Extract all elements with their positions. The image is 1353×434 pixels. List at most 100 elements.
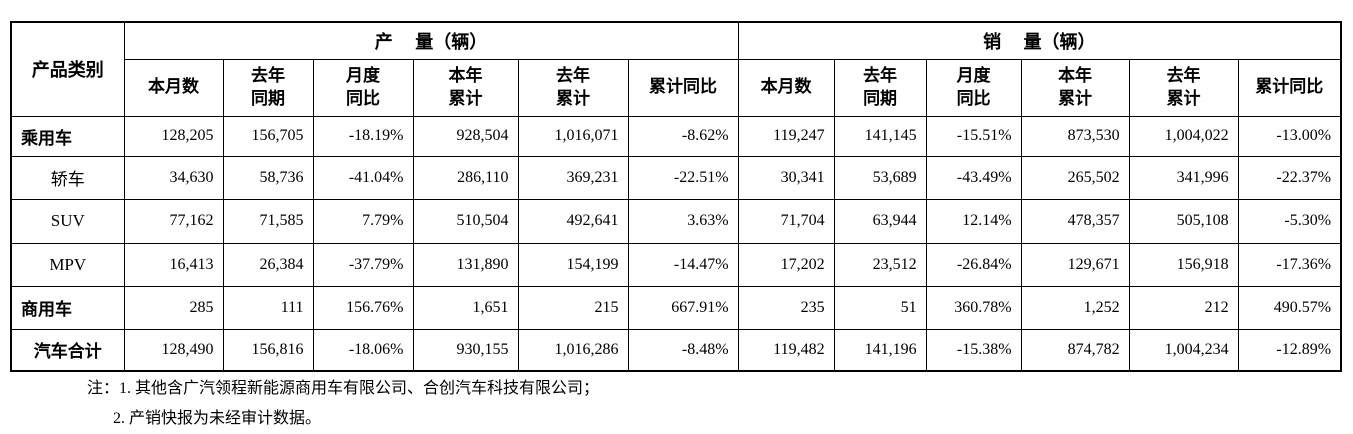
table-cell: 30,341 — [737, 155, 835, 200]
table-cell: 34,630 — [123, 155, 224, 200]
table-cell: 156,816 — [222, 328, 314, 372]
column-header-sales-monthly-yoy: 月度 同比 — [925, 58, 1022, 117]
row-category: MPV — [10, 242, 125, 287]
table-cell: 873,530 — [1020, 115, 1130, 157]
column-header-prod-last-ytd: 去年 累计 — [517, 58, 629, 117]
table-cell: 505,108 — [1128, 198, 1239, 244]
table-cell: 128,205 — [123, 115, 224, 157]
table-cell: -18.06% — [312, 328, 414, 372]
footnotes: 注：1. 其他含广汽领程新能源商用车有限公司、合创汽车科技有限公司； 2. 产销… — [87, 374, 599, 434]
table-row-suv: SUV 77,162 71,585 7.79% 510,504 492,641 … — [10, 198, 1342, 244]
table-cell: -12.89% — [1237, 328, 1342, 372]
table-cell: 156.76% — [312, 285, 414, 330]
table-cell: -14.47% — [627, 242, 739, 287]
column-header-prod-current-month: 本月数 — [123, 58, 224, 117]
production-section-header: 产 量（辆） — [123, 21, 739, 60]
table-cell: 141,196 — [833, 328, 927, 372]
table-cell: 928,504 — [412, 115, 519, 157]
table-cell: 53,689 — [833, 155, 927, 200]
table-cell: 154,199 — [517, 242, 629, 287]
table-cell: 215 — [517, 285, 629, 330]
table-cell: 12.14% — [925, 198, 1022, 244]
table-cell: 63,944 — [833, 198, 927, 244]
column-header-sales-ytd: 本年 累计 — [1020, 58, 1130, 117]
production-sales-table: 产品类别 产 量（辆） 销 量（辆） 本月数 去年 同期 月度 同比 本年 累计… — [10, 21, 1343, 372]
table-cell: 369,231 — [517, 155, 629, 200]
table-cell: 235 — [737, 285, 835, 330]
table-cell: 23,512 — [833, 242, 927, 287]
table-cell: 156,705 — [222, 115, 314, 157]
table-cell: 286,110 — [412, 155, 519, 200]
table-cell: 71,704 — [737, 198, 835, 244]
table-cell: -15.38% — [925, 328, 1022, 372]
table-cell: -5.30% — [1237, 198, 1342, 244]
table-cell: 1,252 — [1020, 285, 1130, 330]
table-cell: -41.04% — [312, 155, 414, 200]
table-cell: -18.19% — [312, 115, 414, 157]
table-cell: -8.48% — [627, 328, 739, 372]
table-cell: 1,016,071 — [517, 115, 629, 157]
row-category: 汽车合计 — [10, 328, 125, 372]
table-cell: 77,162 — [123, 198, 224, 244]
table-cell: -15.51% — [925, 115, 1022, 157]
section-header-row: 产品类别 产 量（辆） 销 量（辆） — [10, 21, 1342, 117]
row-category: 商用车 — [10, 285, 125, 330]
table-row-total: 汽车合计 128,490 156,816 -18.06% 930,155 1,0… — [10, 328, 1342, 372]
table-cell: 285 — [123, 285, 224, 330]
row-category: 轿车 — [10, 155, 125, 200]
table-cell: 3.63% — [627, 198, 739, 244]
table-cell: 1,004,234 — [1128, 328, 1239, 372]
table-cell: -17.36% — [1237, 242, 1342, 287]
column-header-prod-ytd: 本年 累计 — [412, 58, 519, 117]
table-cell: 341,996 — [1128, 155, 1239, 200]
column-header-prod-cumulative-yoy: 累计同比 — [627, 58, 739, 117]
table-cell: 7.79% — [312, 198, 414, 244]
table-cell: 492,641 — [517, 198, 629, 244]
table-row-commercial-vehicles: 商用车 285 111 156.76% 1,651 215 667.91% 23… — [10, 285, 1342, 330]
table-cell: 51 — [833, 285, 927, 330]
category-column-header: 产品类别 — [10, 21, 125, 117]
table-cell: 667.91% — [627, 285, 739, 330]
table-cell: 71,585 — [222, 198, 314, 244]
column-header-sales-last-year-period: 去年 同期 — [833, 58, 927, 117]
column-header-sales-current-month: 本月数 — [737, 58, 835, 117]
column-header-prod-last-year-period: 去年 同期 — [222, 58, 314, 117]
table-cell: 16,413 — [123, 242, 224, 287]
column-header-row: 本月数 去年 同期 月度 同比 本年 累计 去年 累计 累计同比 本月数 去年 … — [11, 58, 1342, 117]
table-cell: 119,482 — [737, 328, 835, 372]
table-cell: 360.78% — [925, 285, 1022, 330]
note-line-2: 2. 产销快报为未经审计数据。 — [113, 410, 322, 427]
table-cell: 131,890 — [412, 242, 519, 287]
table-cell: 1,016,286 — [517, 328, 629, 372]
table-cell: 26,384 — [222, 242, 314, 287]
table-cell: -13.00% — [1237, 115, 1342, 157]
row-category: 乘用车 — [10, 115, 125, 157]
sales-section-header: 销 量（辆） — [737, 21, 1342, 60]
table-cell: -43.49% — [925, 155, 1022, 200]
column-header-sales-cumulative-yoy: 累计同比 — [1237, 58, 1342, 117]
table-cell: 265,502 — [1020, 155, 1130, 200]
table-cell: 510,504 — [412, 198, 519, 244]
note-line-1: 注：1. 其他含广汽领程新能源商用车有限公司、合创汽车科技有限公司； — [87, 380, 600, 397]
table-cell: -37.79% — [312, 242, 414, 287]
table-cell: 490.57% — [1237, 285, 1342, 330]
table-cell: 119,247 — [737, 115, 835, 157]
table-row-sedan: 轿车 34,630 58,736 -41.04% 286,110 369,231… — [10, 155, 1342, 200]
table-cell: 156,918 — [1128, 242, 1239, 287]
table-cell: 1,004,022 — [1128, 115, 1239, 157]
table-cell: -22.37% — [1237, 155, 1342, 200]
table-cell: 141,145 — [833, 115, 927, 157]
column-header-sales-last-ytd: 去年 累计 — [1128, 58, 1239, 117]
table-cell: 17,202 — [737, 242, 835, 287]
table-cell: -8.62% — [627, 115, 739, 157]
table-cell: 212 — [1128, 285, 1239, 330]
table-row-mpv: MPV 16,413 26,384 -37.79% 131,890 154,19… — [10, 242, 1342, 287]
table-cell: 58,736 — [222, 155, 314, 200]
table-cell: -26.84% — [925, 242, 1022, 287]
table-cell: 111 — [222, 285, 314, 330]
table-cell: 129,671 — [1020, 242, 1130, 287]
column-header-prod-monthly-yoy: 月度 同比 — [312, 58, 414, 117]
table-cell: -22.51% — [627, 155, 739, 200]
table-cell: 128,490 — [123, 328, 224, 372]
